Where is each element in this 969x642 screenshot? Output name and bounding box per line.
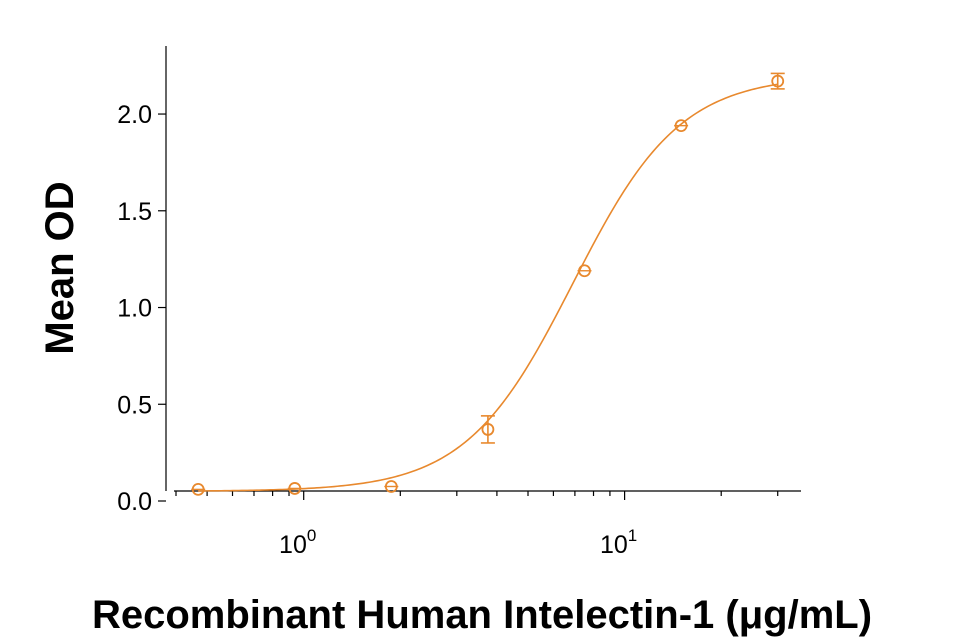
data-point [287, 482, 302, 495]
point-marker [771, 74, 785, 88]
x-axis-title: Recombinant Human Intelectin-1 (μg/mL) [92, 593, 872, 637]
data-point [674, 119, 689, 133]
x-axis: 100 101 [174, 490, 801, 559]
data-point [480, 415, 495, 444]
y-axis: 0.0 0.5 1.0 1.5 2.0 [117, 46, 167, 516]
data-point [577, 264, 592, 278]
y-tick-label: 2.0 [117, 101, 152, 129]
point-marker [288, 482, 302, 495]
point-marker [191, 482, 205, 496]
x-tick-label: 101 [600, 526, 637, 559]
data-point [191, 482, 206, 496]
y-tick-label: 1.5 [117, 198, 152, 226]
y-tick-label: 0.0 [117, 488, 152, 516]
y-axis-title: Mean OD [38, 181, 82, 354]
data-points-layer [191, 72, 785, 496]
point-marker [578, 264, 591, 278]
data-point [384, 480, 399, 493]
point-marker [481, 423, 495, 436]
y-tick-label: 1.0 [117, 295, 152, 323]
point-marker [674, 119, 688, 133]
data-point [770, 72, 785, 90]
y-tick-label: 0.5 [117, 391, 152, 419]
point-marker [384, 480, 398, 493]
x-tick-label: 100 [279, 526, 316, 559]
